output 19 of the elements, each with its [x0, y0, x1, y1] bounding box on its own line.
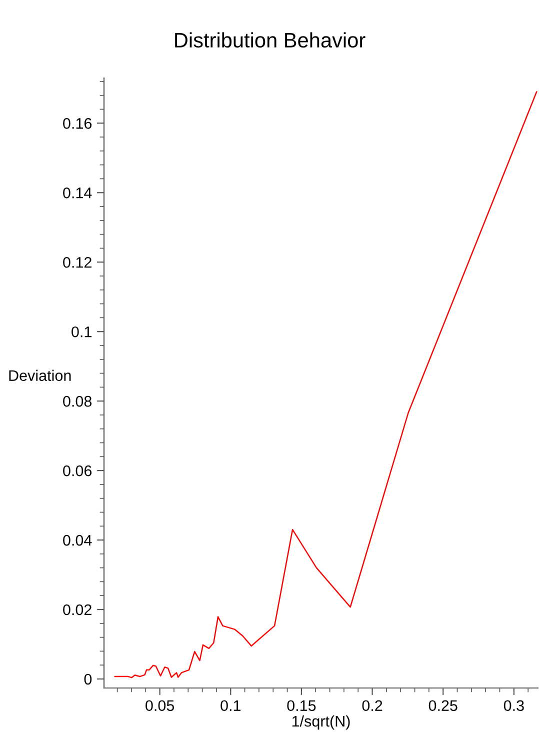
line-series	[114, 91, 538, 678]
x-tick-label: 0.1	[220, 700, 241, 712]
y-tick-label: 0.08	[63, 396, 92, 407]
y-tick-label: 0	[84, 674, 92, 685]
x-tick-label: 0.2	[362, 700, 382, 712]
y-tick-label: 0.14	[63, 188, 92, 198]
chart-title: Distribution Behavior	[175, 32, 366, 48]
x-tick-label: 0.05	[146, 700, 174, 712]
x-tick-label: 0.15	[287, 700, 316, 712]
y-axis-title: Deviation	[9, 370, 71, 381]
x-tick-label: 0.3	[504, 700, 524, 712]
y-tick-label: 0.12	[63, 256, 92, 268]
x-axis-title: 1/sqrt(N)	[292, 715, 350, 730]
y-tick-label: 0.16	[63, 118, 92, 129]
y-tick-label: 0.04	[63, 534, 92, 546]
y-tick-label: 0.02	[63, 604, 92, 616]
y-tick-label: 0.1	[72, 326, 92, 338]
y-tick-label: 0.06	[63, 465, 92, 476]
x-tick-label: 0.25	[428, 700, 458, 712]
